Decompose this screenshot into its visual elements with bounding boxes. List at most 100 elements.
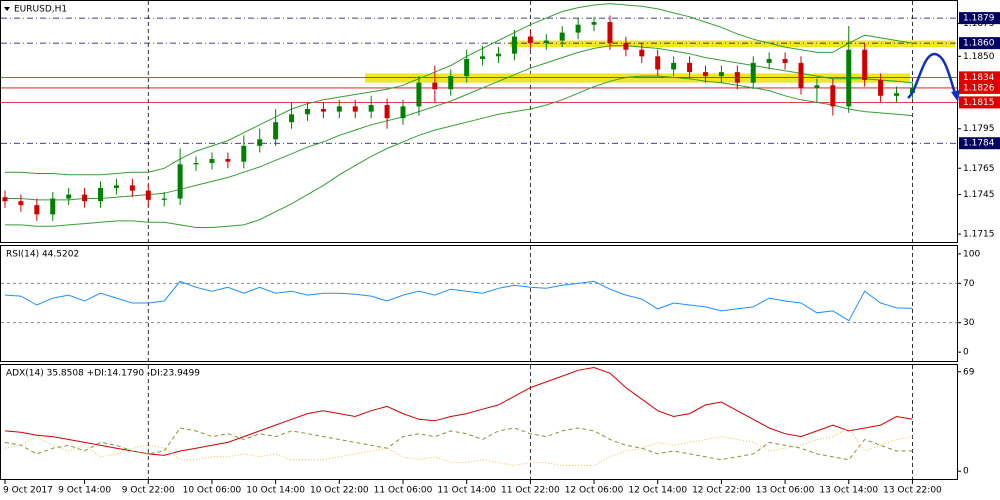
- candle-body: [718, 72, 724, 77]
- candle-body: [209, 159, 215, 163]
- candle-body: [750, 62, 756, 83]
- y-tick-label: 1.1850: [963, 52, 995, 62]
- zone: [365, 73, 910, 83]
- indicator-line: [4, 366, 913, 456]
- candle-body: [336, 106, 342, 112]
- y-tick-label: 0: [963, 348, 969, 358]
- candle-body: [384, 105, 390, 119]
- candle-body: [448, 76, 454, 90]
- panel-title: EURUSD,H1: [14, 5, 67, 15]
- candle-body: [734, 72, 740, 83]
- panel: [1, 280, 958, 324]
- rsi-panel-border: [0, 245, 958, 362]
- candle-body: [161, 198, 167, 200]
- panel-title: ADX(14) 35.8508 +DI:14.1790 -DI:23.9499: [6, 369, 200, 379]
- candle-body: [846, 49, 852, 107]
- candle-body: [591, 22, 597, 25]
- menu-triangle[interactable]: [4, 7, 10, 11]
- x-tick-label: 12 Oct 06:00: [565, 486, 624, 496]
- y-tick-label: 1.1795: [963, 124, 995, 134]
- candle-body: [623, 43, 629, 50]
- candle-body: [129, 185, 135, 191]
- candle-body: [352, 106, 358, 112]
- candle-body: [82, 194, 88, 202]
- y-tick-label: 70: [963, 279, 975, 289]
- candle-body: [798, 62, 804, 88]
- x-tick-label: 13 Oct 06:00: [756, 486, 815, 496]
- candle-body: [320, 108, 326, 112]
- candle-body: [830, 85, 836, 107]
- candle-body: [273, 122, 279, 140]
- price-box-label: 1.1784: [963, 139, 995, 149]
- y-tick-label: 1.1715: [963, 230, 995, 240]
- candle-body: [432, 82, 438, 90]
- indicator-line: [4, 427, 913, 461]
- x-tick-label: 12 Oct 14:00: [628, 486, 687, 496]
- candle-body: [782, 58, 788, 63]
- forecast-arrow: [907, 52, 958, 99]
- candle-body: [416, 82, 422, 107]
- x-tick-label: 13 Oct 14:00: [819, 486, 878, 496]
- y-tick-label: 69: [963, 367, 975, 377]
- panel: [4, 366, 913, 467]
- candle-body: [145, 190, 151, 200]
- candle-body: [671, 62, 677, 70]
- indicator-line: [5, 45, 913, 201]
- candle-body: [257, 139, 263, 146]
- price-box: [959, 71, 1000, 84]
- candle-body: [655, 56, 661, 70]
- candle-body: [687, 62, 693, 73]
- arrow-head: [951, 90, 960, 102]
- candle-body: [113, 185, 119, 189]
- x-tick-label: 11 Oct 22:00: [501, 486, 560, 496]
- candle-body: [225, 159, 231, 162]
- candle-body: [527, 36, 533, 44]
- price-box-label: 1.1879: [963, 14, 995, 24]
- panel: [1, 3, 958, 228]
- candle-body: [766, 58, 772, 63]
- candle-body: [496, 53, 502, 57]
- indicator-line: [5, 75, 913, 228]
- candle-body: [543, 40, 549, 44]
- candle-body: [2, 197, 8, 202]
- candle-body: [400, 106, 406, 119]
- candle-body: [304, 108, 310, 115]
- candle-body: [50, 198, 56, 215]
- y-tick-label: 1.1765: [963, 164, 995, 174]
- x-tick-label: 12 Oct 22:00: [692, 486, 751, 496]
- x-tick-label: 9 Oct 14:00: [58, 486, 111, 496]
- candle-body: [241, 145, 247, 162]
- zone: [510, 40, 955, 48]
- candle-body: [607, 22, 613, 44]
- candle-body: [18, 201, 24, 206]
- price-box-label: 1.1834: [963, 73, 995, 83]
- candle-body: [177, 164, 183, 199]
- candle-body: [368, 105, 374, 112]
- panel-title: RSI(14) 44.5202: [6, 250, 79, 260]
- candle-body: [98, 188, 104, 202]
- candle-body: [639, 49, 645, 57]
- y-tick-label: 100: [963, 249, 980, 259]
- indicator-line: [5, 3, 913, 176]
- adx-panel-border: [0, 364, 958, 480]
- main-panel-border: [0, 0, 958, 243]
- candle-body: [878, 80, 884, 96]
- price-box: [959, 12, 1000, 25]
- candle-body: [575, 24, 581, 33]
- candle-body: [289, 114, 295, 123]
- y-tick-label: 1.1745: [963, 190, 995, 200]
- x-tick-label: 10 Oct 14:00: [246, 486, 305, 496]
- candle-body: [894, 93, 900, 96]
- price-box-label: 1.1815: [963, 98, 995, 108]
- indicator-line: [4, 280, 913, 322]
- x-tick-label: 10 Oct 06:00: [183, 486, 242, 496]
- price-box: [959, 96, 1000, 109]
- x-tick-label: 11 Oct 14:00: [437, 486, 496, 496]
- candle-body: [464, 58, 470, 77]
- price-box: [959, 81, 1000, 94]
- candle-body: [702, 72, 708, 77]
- candle-body: [814, 85, 820, 88]
- x-tick-label: 13 Oct 22:00: [883, 486, 942, 496]
